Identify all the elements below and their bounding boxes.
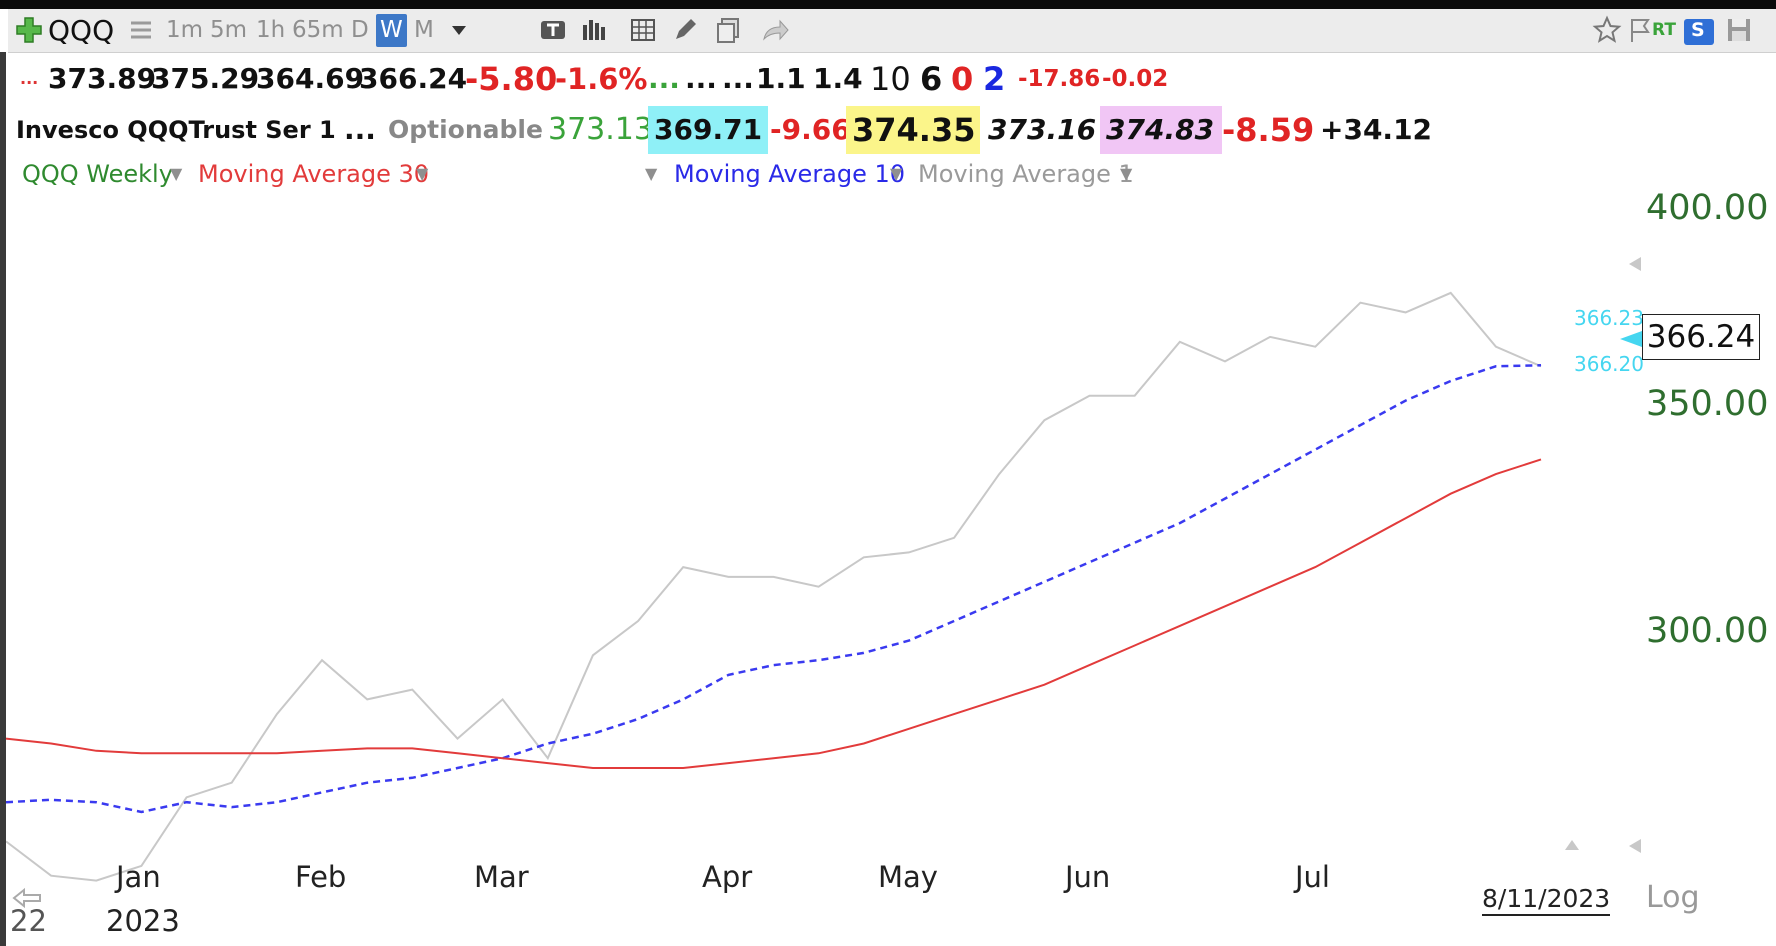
quote-value-4: 6 bbox=[920, 60, 943, 98]
realtime-indicator: RT bbox=[1652, 20, 1676, 40]
open-price: 373.89 bbox=[48, 62, 157, 95]
symbol-field[interactable]: QQQ bbox=[48, 14, 115, 47]
quote-row1-dots-b: ... bbox=[685, 62, 717, 95]
timeframe-5m[interactable]: 5m bbox=[210, 17, 248, 43]
x-tick-mar: Mar bbox=[474, 860, 529, 894]
legend-ma30[interactable]: Moving Average 30 bbox=[198, 160, 430, 188]
copy-icon[interactable] bbox=[714, 15, 744, 45]
pencil-icon[interactable] bbox=[670, 15, 700, 45]
x-tick-jul: Jul bbox=[1295, 860, 1330, 894]
last-price-label: 366.24 bbox=[1642, 314, 1760, 360]
quote-value-1: 1.1 bbox=[756, 62, 806, 95]
star-icon[interactable] bbox=[1592, 15, 1622, 45]
optionable-label: Optionable bbox=[388, 115, 543, 144]
quote-value-7: -17.86 bbox=[1018, 66, 1101, 92]
quote-row2-dots: ... bbox=[344, 113, 376, 146]
quote-value-8: -0.02 bbox=[1102, 66, 1169, 92]
high-price: 375.29 bbox=[151, 62, 260, 95]
quote-value-2: 1.4 bbox=[813, 62, 863, 95]
chart-toolbar: QQQ 1m 5m 1h 65m D W M RT S bbox=[8, 9, 1776, 53]
scroll-back-icon[interactable] bbox=[12, 886, 42, 910]
quote-row1-dots-c: ... bbox=[722, 62, 754, 95]
quote-price-4: 374.35 bbox=[846, 106, 980, 154]
legend-ma30-caret-icon[interactable]: ▼ bbox=[416, 164, 429, 183]
price-change-percent: -1.6% bbox=[555, 62, 648, 96]
ma-label-lower: 366.20 bbox=[1574, 352, 1644, 376]
price-chart[interactable] bbox=[6, 190, 1776, 946]
quote-price-6: 374.83 bbox=[1100, 106, 1222, 154]
timeframe-65m[interactable]: 65m bbox=[292, 17, 344, 43]
instrument-name: Invesco QQQTrust Ser 1 bbox=[16, 116, 336, 144]
legend-ma1-caret-icon[interactable]: ▼ bbox=[1120, 164, 1133, 183]
close-price: 366.24 bbox=[359, 62, 468, 95]
x-tick-jun: Jun bbox=[1065, 860, 1111, 894]
low-price: 364.69 bbox=[256, 62, 365, 95]
x-year-label: 2023 bbox=[106, 904, 180, 938]
x-tick-apr: Apr bbox=[702, 860, 753, 894]
x-tick-jan: Jan bbox=[116, 860, 161, 894]
quote-value-3: 10 bbox=[870, 60, 911, 98]
legend-ma10-caret-icon[interactable]: ▼ bbox=[890, 164, 903, 183]
y-tick-300: 300.00 bbox=[1646, 611, 1769, 651]
x-tick-feb: Feb bbox=[295, 860, 347, 894]
legend-extra-caret-icon[interactable]: ▼ bbox=[645, 164, 658, 183]
log-scale-toggle[interactable]: Log bbox=[1646, 880, 1700, 915]
text-tool-icon[interactable] bbox=[538, 15, 568, 45]
quote-price-2: 369.71 bbox=[648, 106, 768, 154]
price-marker-icon bbox=[1618, 330, 1642, 348]
quote-row1-dots-a: ... bbox=[648, 62, 680, 95]
scan-label: S bbox=[1691, 19, 1705, 41]
series-line-ma1 bbox=[6, 291, 1542, 882]
timeframe-1h[interactable]: 1h bbox=[256, 17, 286, 43]
scroll-left-icon-upper[interactable] bbox=[1628, 256, 1642, 272]
grid-icon[interactable] bbox=[628, 15, 658, 45]
add-symbol-icon[interactable] bbox=[14, 15, 44, 45]
quote-price-8: +34.12 bbox=[1320, 113, 1433, 146]
timeframe-daily[interactable]: D bbox=[351, 17, 369, 43]
share-icon[interactable] bbox=[760, 15, 790, 45]
timeframe-monthly[interactable]: M bbox=[414, 17, 434, 43]
window-left-border bbox=[0, 52, 6, 946]
y-tick-350: 350.00 bbox=[1646, 384, 1769, 424]
window-top-border bbox=[0, 0, 1776, 9]
quote-price-1: 373.13 bbox=[548, 112, 653, 147]
legend-price-series[interactable]: QQQ Weekly bbox=[22, 160, 173, 188]
quote-value-5: 0 bbox=[951, 60, 974, 98]
series-line-ma10 bbox=[6, 364, 1542, 814]
price-change: -5.80 bbox=[465, 60, 558, 98]
quote-row1-lead: ... bbox=[20, 69, 39, 88]
chevron-down-icon[interactable] bbox=[444, 15, 474, 45]
scan-icon[interactable]: S bbox=[1684, 17, 1714, 45]
timeframe-weekly[interactable]: W bbox=[376, 14, 407, 47]
chart-legend: QQQ Weekly ▼ Moving Average 30 ▼ ▼ Movin… bbox=[20, 158, 1320, 190]
series-line-ma30 bbox=[6, 458, 1542, 769]
legend-price-caret-icon[interactable]: ▼ bbox=[170, 164, 183, 183]
ma-label-upper: 366.23 bbox=[1574, 306, 1644, 330]
y-tick-400: 400.00 bbox=[1646, 188, 1769, 228]
timeframe-1m[interactable]: 1m bbox=[166, 17, 204, 43]
quote-price-7: -8.59 bbox=[1222, 111, 1315, 149]
last-date-label: 8/11/2023 bbox=[1482, 884, 1611, 916]
scroll-left-icon-lower[interactable] bbox=[1628, 838, 1642, 854]
list-icon[interactable] bbox=[126, 15, 156, 45]
x-prev-year-label: 22 bbox=[10, 904, 47, 938]
quote-value-6: 2 bbox=[983, 60, 1006, 98]
legend-ma10[interactable]: Moving Average 10 bbox=[674, 160, 906, 188]
save-icon[interactable] bbox=[1724, 15, 1754, 45]
legend-ma1[interactable]: Moving Average 1 bbox=[918, 160, 1134, 188]
quote-price-3: -9.66 bbox=[770, 113, 851, 146]
quote-row-prices: ... 373.89 375.29 364.69 366.24 -5.80 -1… bbox=[8, 55, 1776, 103]
scroll-up-icon[interactable] bbox=[1564, 836, 1580, 850]
bar-style-icon[interactable] bbox=[578, 15, 608, 45]
flag-icon[interactable] bbox=[1626, 15, 1656, 45]
quote-price-5: 373.16 bbox=[988, 113, 1097, 146]
quote-row-details: Invesco QQQTrust Ser 1 ... Optionable 37… bbox=[8, 106, 1776, 154]
x-tick-may: May bbox=[878, 860, 938, 894]
